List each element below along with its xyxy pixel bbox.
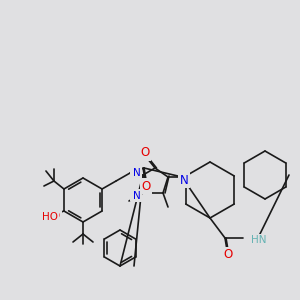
Text: HN: HN: [251, 235, 266, 245]
Text: N: N: [133, 168, 141, 178]
Text: HN: HN: [251, 235, 266, 245]
Text: O: O: [224, 248, 232, 262]
Text: HO: HO: [44, 211, 61, 221]
Text: HO: HO: [42, 212, 58, 222]
Text: O: O: [141, 179, 151, 193]
Text: N: N: [133, 191, 141, 201]
Text: N: N: [131, 190, 139, 200]
Text: N: N: [180, 173, 188, 187]
Text: O: O: [140, 146, 150, 160]
Text: O: O: [141, 179, 151, 193]
Text: O: O: [140, 146, 150, 160]
Text: N: N: [180, 173, 188, 187]
Text: O: O: [224, 248, 232, 262]
Text: N: N: [131, 168, 139, 178]
